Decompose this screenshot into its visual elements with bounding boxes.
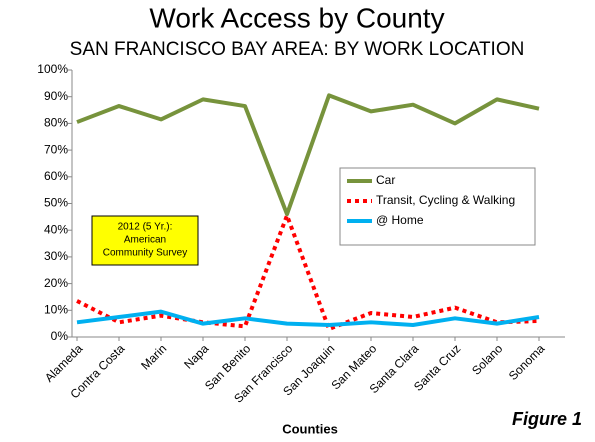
legend-label: Car xyxy=(376,173,395,187)
line xyxy=(76,213,540,331)
y-tick-label: 40% xyxy=(44,222,68,236)
legend-box xyxy=(339,167,536,246)
chart-title: Work Access by County xyxy=(149,2,444,33)
annotation: Community Survey xyxy=(103,248,187,259)
line xyxy=(76,93,540,217)
y-tick-label: 100% xyxy=(37,62,68,76)
x-tick-label: Solano xyxy=(469,341,506,378)
chart-subtitle: SAN FRANCISCO BAY AREA: BY WORK LOCATION xyxy=(70,39,525,60)
y-tick-label: 20% xyxy=(44,276,68,290)
y-tick-label: 70% xyxy=(44,142,68,156)
annotation: 2012 (5 Yr.): xyxy=(118,222,173,233)
annotation-box xyxy=(91,215,199,266)
x-tick-label: Napa xyxy=(181,341,211,371)
line xyxy=(76,309,540,327)
legend-label: Transit, Cycling & Walking xyxy=(376,193,515,207)
y-tick-label: 80% xyxy=(44,116,68,130)
x-tick-label: Marin xyxy=(138,341,169,372)
y-tick-label: 90% xyxy=(44,89,68,103)
y-tick-label: 60% xyxy=(44,169,68,183)
x-axis-label: Counties xyxy=(282,421,338,436)
y-tick-label: 0% xyxy=(51,329,69,343)
figure-label: Figure 1 xyxy=(512,409,582,429)
y-tick-label: 10% xyxy=(44,302,68,316)
legend-label: @ Home xyxy=(376,213,424,227)
x-tick-label: Alameda xyxy=(42,341,86,385)
annotation: American xyxy=(124,235,166,246)
y-tick-label: 50% xyxy=(44,196,68,210)
y-tick-label: 30% xyxy=(44,249,68,263)
x-tick-label: Sonoma xyxy=(506,341,548,383)
